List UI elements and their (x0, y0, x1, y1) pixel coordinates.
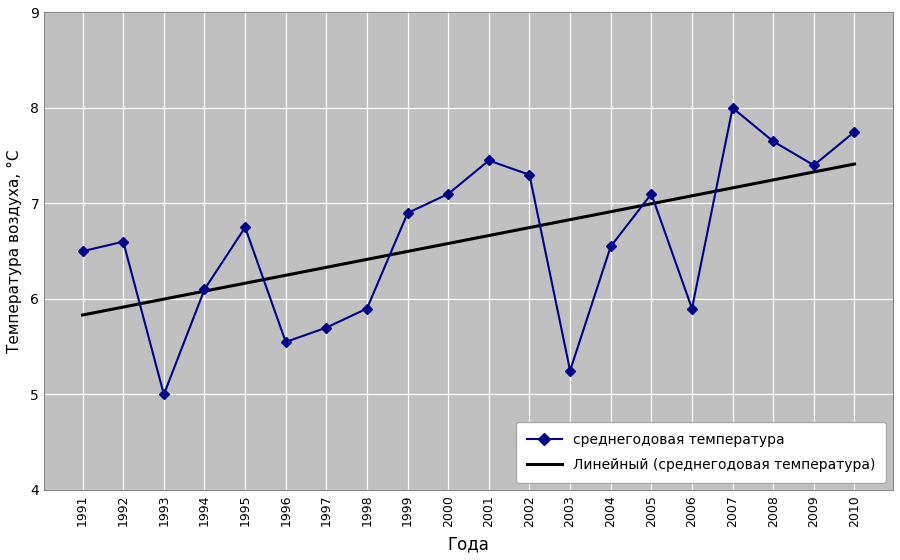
среднегодовая температура (483, 157, 494, 164)
среднегодовая температура (321, 324, 332, 331)
среднегодовая температура (280, 339, 291, 346)
Линейный (среднегодовая температура) (687, 193, 698, 199)
среднегодовая температура (443, 190, 454, 197)
среднегодовая температура (646, 190, 657, 197)
среднегодовая температура (199, 286, 210, 293)
Линейный (среднегодовая температура) (77, 312, 88, 319)
среднегодовая температура (808, 162, 819, 169)
Линейный (среднегодовая температура) (199, 288, 210, 295)
среднегодовая температура (158, 391, 169, 398)
Линейный (среднегодовая температура) (158, 296, 169, 302)
среднегодовая температура (524, 171, 535, 178)
Y-axis label: Температура воздуха, °C: Температура воздуха, °C (7, 150, 22, 353)
Линейный (среднегодовая температура) (483, 232, 494, 239)
Линейный (среднегодовая температура) (239, 280, 250, 287)
Линейный (среднегодовая температура) (849, 161, 859, 167)
Линейный (среднегодовая температура) (646, 200, 657, 207)
среднегодовая температура (77, 248, 88, 255)
среднегодовая температура (768, 138, 778, 144)
Линейный (среднегодовая температура) (727, 184, 738, 191)
Линейный (среднегодовая температура) (564, 216, 575, 223)
Линейный (среднегодовая температура) (321, 264, 332, 270)
среднегодовая температура (362, 305, 373, 312)
Линейный (среднегодовая температура) (808, 169, 819, 175)
среднегодовая температура (564, 367, 575, 374)
среднегодовая температура (402, 209, 413, 216)
Линейный (среднегодовая температура) (606, 208, 616, 215)
Линейный (среднегодовая температура) (524, 224, 535, 231)
среднегодовая температура (687, 305, 698, 312)
Линейный (среднегодовая температура) (443, 240, 454, 247)
среднегодовая температура (118, 239, 129, 245)
Линейный (среднегодовая температура) (768, 176, 778, 183)
Линейный (среднегодовая температура) (118, 304, 129, 310)
X-axis label: Года: Года (447, 535, 490, 553)
среднегодовая температура (727, 105, 738, 111)
Линейный (среднегодовая температура) (280, 272, 291, 279)
Линейный (среднегодовая температура) (362, 256, 373, 263)
Line: среднегодовая температура: среднегодовая температура (79, 105, 858, 398)
среднегодовая температура (606, 243, 616, 250)
Legend: среднегодовая температура, Линейный (среднегодовая температура): среднегодовая температура, Линейный (сре… (516, 422, 886, 483)
Линейный (среднегодовая температура) (402, 248, 413, 255)
Line: Линейный (среднегодовая температура): Линейный (среднегодовая температура) (83, 164, 854, 315)
среднегодовая температура (239, 224, 250, 231)
среднегодовая температура (849, 128, 859, 135)
